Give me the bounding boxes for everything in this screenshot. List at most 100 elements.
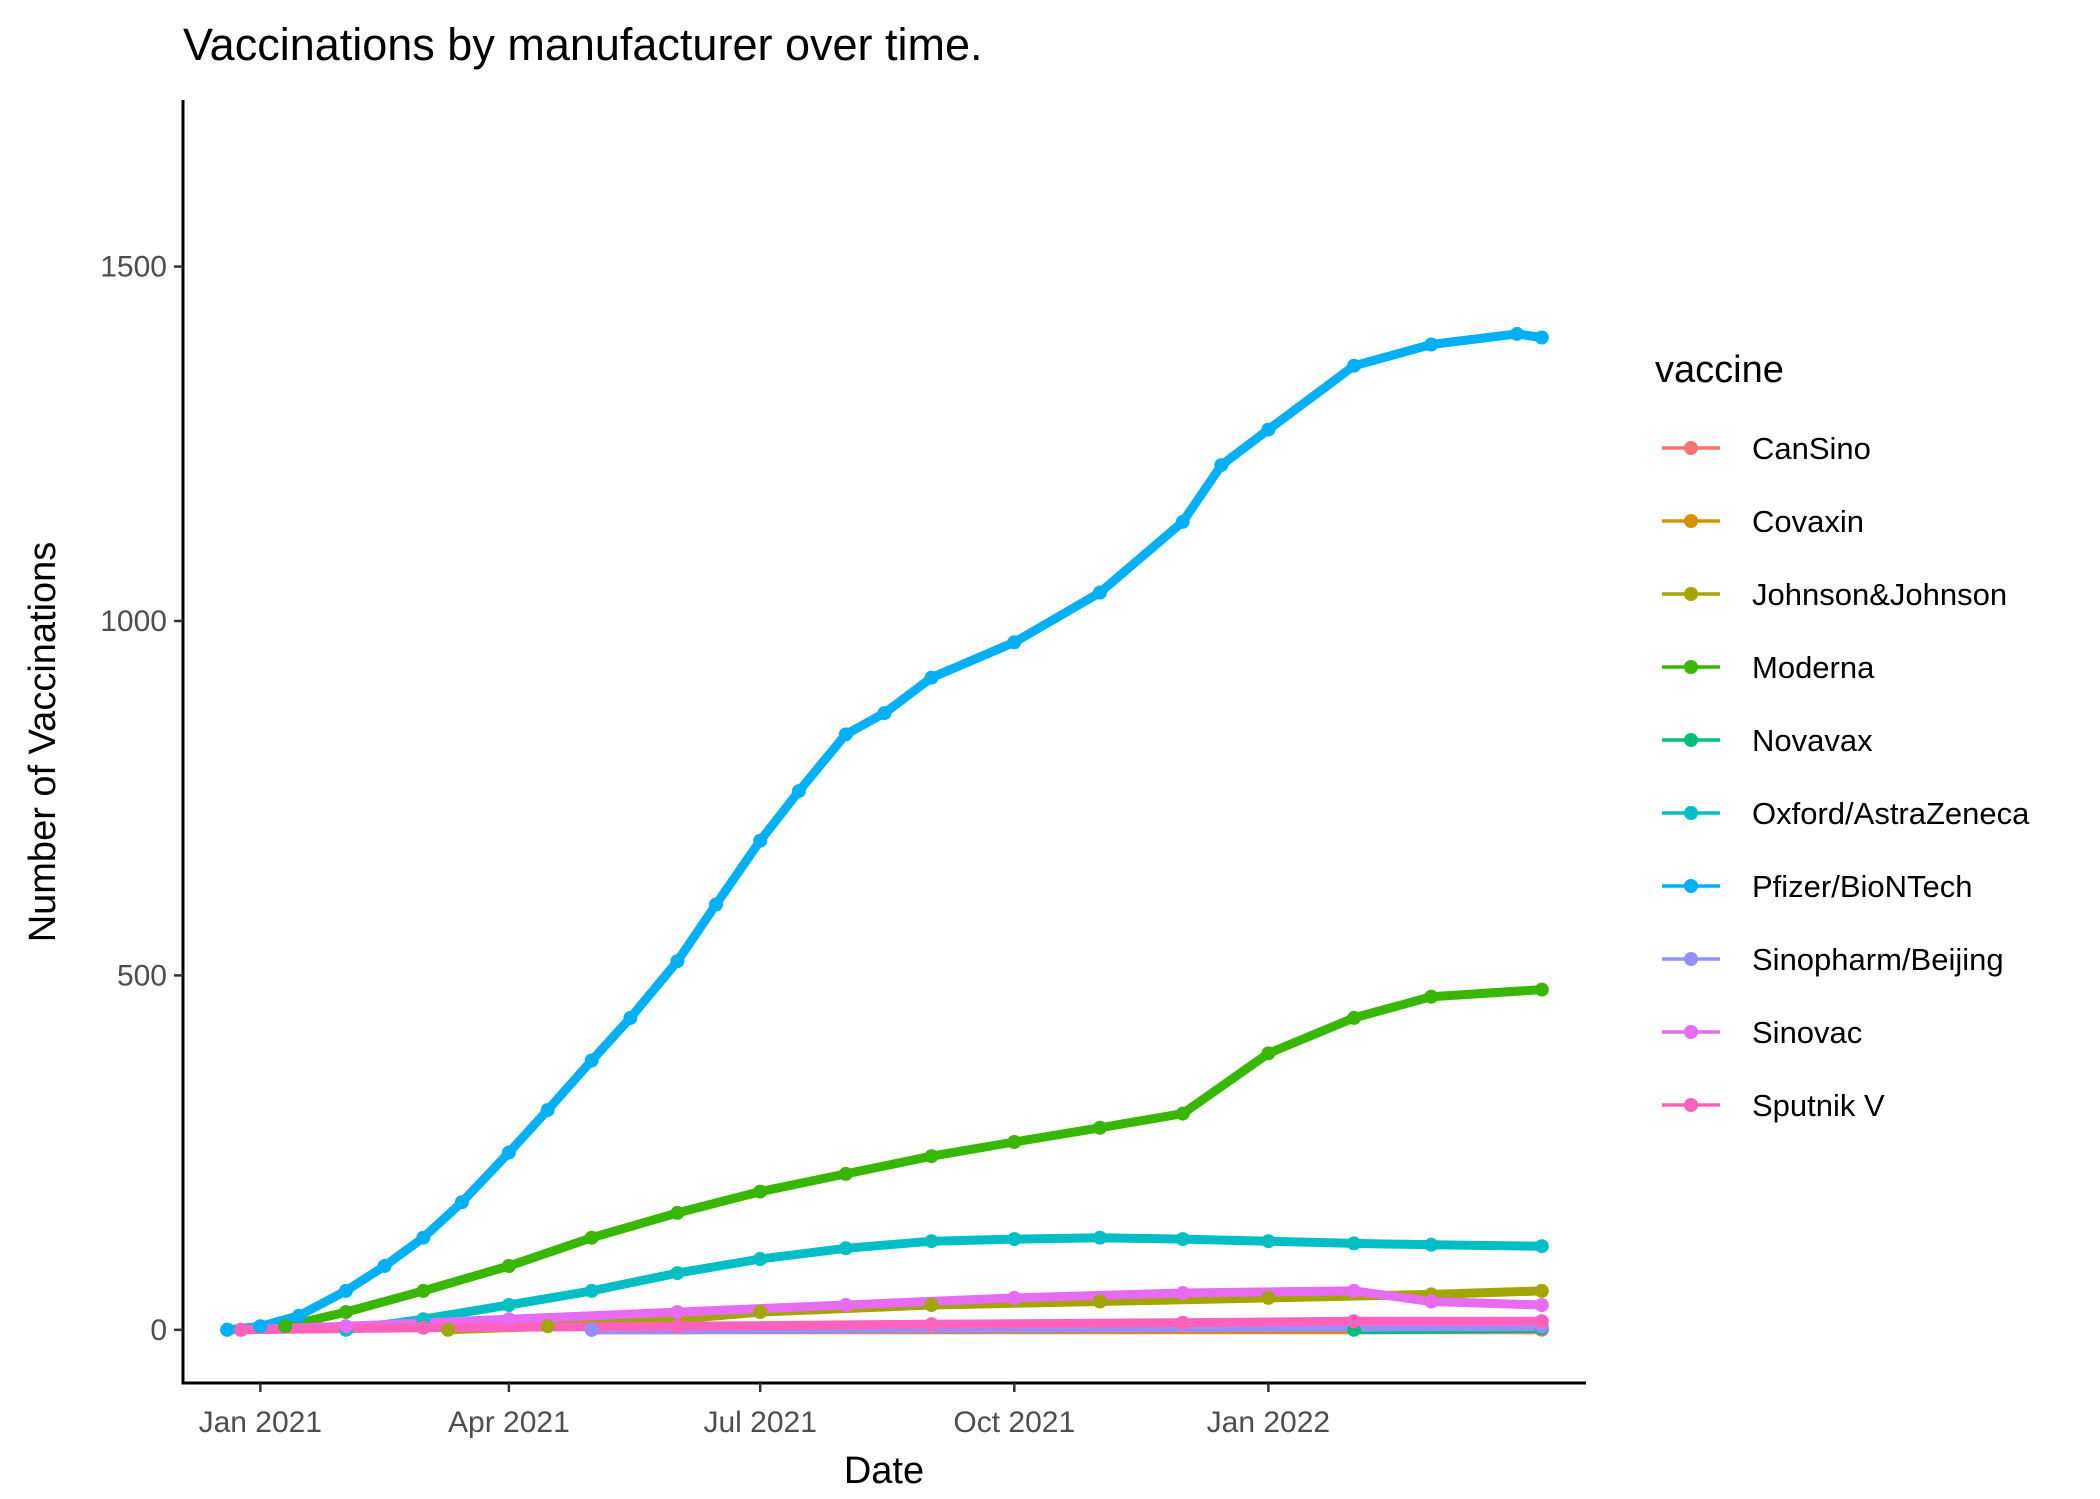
data-point — [338, 1283, 353, 1298]
data-point — [416, 1230, 431, 1245]
legend-label: Sinovac — [1752, 1015, 1862, 1050]
data-point — [1347, 1283, 1361, 1298]
legend-key-point — [1684, 587, 1698, 601]
legend-item: Oxford/AstraZeneca — [1662, 796, 2030, 831]
data-point — [1007, 1290, 1022, 1305]
plot-series-group — [222, 329, 1547, 1335]
data-point — [1175, 514, 1190, 529]
data-point — [753, 1184, 768, 1199]
data-point — [1534, 1298, 1549, 1312]
legend-label: Sinopharm/Beijing — [1752, 942, 2004, 977]
data-point — [584, 1283, 599, 1298]
data-point — [1347, 1314, 1361, 1329]
data-point — [253, 1319, 268, 1334]
data-point — [1261, 1046, 1276, 1061]
data-point — [584, 1053, 599, 1068]
legend-item: Novavax — [1662, 723, 1873, 758]
legend-key-point — [1684, 514, 1698, 528]
data-point — [441, 1322, 456, 1337]
legend-label: Novavax — [1752, 723, 1873, 758]
data-point — [501, 1312, 516, 1327]
data-point — [1007, 1135, 1022, 1149]
data-point — [753, 833, 768, 848]
y-axis-ticks: 0 500 1000 1500 — [100, 251, 183, 1347]
data-point — [623, 1010, 638, 1025]
data-point — [416, 1283, 431, 1298]
legend-key-point — [1684, 1098, 1698, 1112]
data-point — [338, 1319, 353, 1334]
data-point — [1261, 422, 1276, 437]
data-point — [1261, 1234, 1276, 1249]
data-point — [924, 670, 939, 685]
legend-item: Sinopharm/Beijing — [1662, 942, 2004, 977]
data-point — [1347, 1236, 1361, 1251]
legend-key-point — [1684, 879, 1698, 893]
legend-key-point — [1684, 660, 1698, 674]
data-point — [1175, 1232, 1190, 1247]
x-axis-ticks: Jan 2021 Apr 2021 Jul 2021 Oct 2021 Jan 2022 — [199, 1383, 1330, 1439]
data-point — [1092, 1230, 1107, 1245]
legend-item: Moderna — [1662, 650, 1875, 685]
data-point — [234, 1322, 248, 1337]
data-point — [540, 1319, 555, 1334]
data-point — [838, 1166, 853, 1181]
data-point — [1534, 330, 1549, 345]
data-point — [1534, 1283, 1549, 1298]
data-point — [1424, 337, 1439, 352]
data-point — [1007, 1232, 1022, 1247]
data-point — [1175, 1286, 1190, 1300]
data-point — [791, 784, 806, 799]
data-point — [1534, 1314, 1549, 1329]
legend-label: Pfizer/BioNTech — [1752, 869, 1973, 904]
data-point — [454, 1195, 469, 1210]
data-point — [1424, 1294, 1439, 1309]
series-line — [222, 985, 1547, 1335]
legend-label: Johnson&Johnson — [1752, 577, 2007, 612]
data-point — [1092, 585, 1107, 600]
y-tick-label: 500 — [117, 959, 167, 992]
data-point — [838, 1241, 853, 1256]
data-point — [1175, 1315, 1190, 1330]
legend-item: Sinovac — [1662, 1015, 1862, 1050]
legend-label: Oxford/AstraZeneca — [1752, 796, 2030, 831]
y-tick-label: 1000 — [100, 605, 167, 638]
y-axis-title: Number of Vaccinations — [22, 542, 64, 943]
data-point — [220, 1322, 235, 1337]
data-point — [670, 1205, 685, 1220]
data-point — [753, 1252, 768, 1266]
legend-label: CanSino — [1752, 431, 1871, 466]
legend-item: Covaxin — [1662, 504, 1864, 539]
x-tick-label: Jul 2021 — [703, 1406, 816, 1439]
x-tick-label: Oct 2021 — [953, 1406, 1075, 1439]
legend-key-point — [1684, 441, 1698, 455]
data-point — [924, 1234, 939, 1249]
legend-title: vaccine — [1655, 349, 1784, 391]
data-point — [1214, 458, 1229, 473]
data-point — [924, 1298, 939, 1312]
legend: CanSino Covaxin Johnson&Johnson Moderna Nova… — [1662, 431, 2030, 1123]
data-point — [501, 1298, 516, 1312]
data-point — [416, 1320, 431, 1335]
series-line — [222, 329, 1547, 1335]
data-point — [501, 1145, 516, 1160]
legend-key-point — [1684, 952, 1698, 966]
legend-item: Johnson&Johnson — [1662, 577, 2007, 612]
data-point — [877, 706, 892, 721]
data-point — [1175, 1106, 1190, 1121]
legend-label: Moderna — [1752, 650, 1875, 685]
data-point — [584, 1322, 599, 1337]
data-point — [1092, 1120, 1107, 1135]
plot-points-group — [220, 326, 1549, 1337]
data-point — [838, 1298, 853, 1312]
legend-label: Sputnik V — [1752, 1088, 1885, 1123]
legend-item: Sputnik V — [1662, 1088, 1885, 1123]
data-point — [670, 1319, 685, 1334]
data-point — [1261, 1290, 1276, 1305]
data-point — [1424, 989, 1439, 1004]
data-point — [709, 897, 723, 912]
data-point — [1534, 1239, 1549, 1254]
legend-label: Covaxin — [1752, 504, 1864, 539]
data-point — [1347, 1010, 1361, 1025]
data-point — [278, 1319, 293, 1334]
